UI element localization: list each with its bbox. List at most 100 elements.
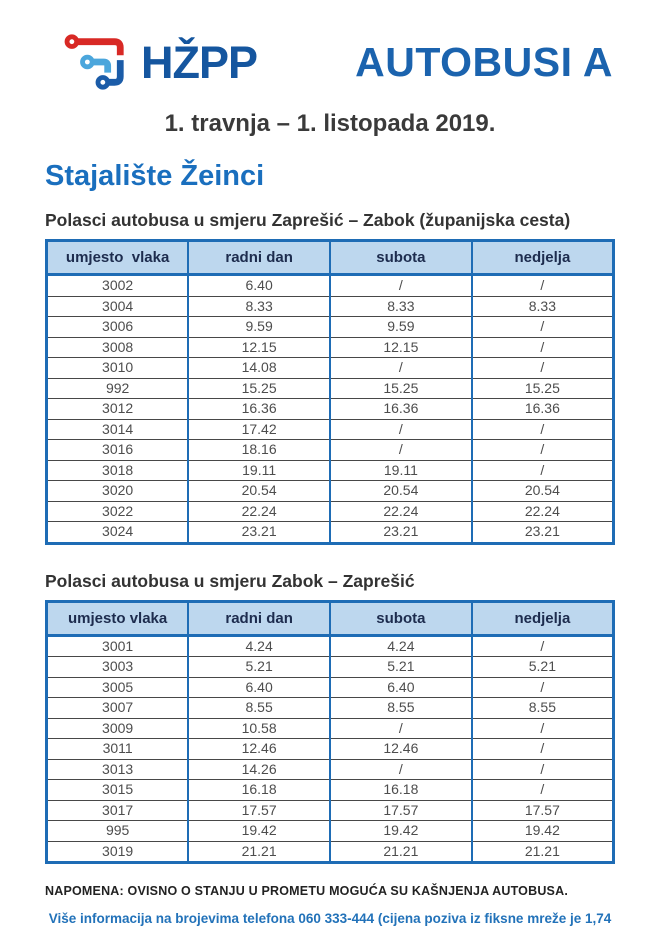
train-number-cell: 3016 — [46, 439, 189, 460]
column-header: subota — [329, 240, 472, 276]
hzpp-logo-icon — [64, 34, 124, 90]
departure-time-cell: 9.59 — [187, 316, 330, 337]
departure-time-cell: 19.42 — [329, 820, 472, 841]
departure-time-cell: / — [470, 336, 614, 358]
table-row: 3003 5.21 5.21 5.21 — [46, 656, 614, 677]
departure-time-cell: 16.18 — [329, 779, 472, 800]
departure-time-cell: / — [470, 459, 614, 481]
table-row: 3018 19.11 19.11/ — [46, 459, 614, 481]
departure-time-cell: 17.57 — [187, 799, 330, 821]
table-row: 995 19.42 19.42 19.42 — [46, 820, 614, 841]
column-header: umjesto vlaka — [46, 601, 189, 637]
table-row: 3008 12.15 12.15/ — [46, 336, 614, 358]
departure-time-cell: / — [470, 635, 614, 657]
hzpp-logo: HŽPP — [61, 32, 258, 92]
departure-time-cell: / — [470, 439, 614, 460]
table-title-direction-2: Polasci autobusa u smjeru Zabok – Zapreš… — [45, 570, 415, 591]
column-header: subota — [329, 601, 472, 637]
train-number-cell: 3012 — [46, 398, 189, 419]
departure-time-cell: 15.25 — [470, 377, 614, 399]
train-number-cell: 3004 — [46, 295, 189, 317]
table-row: 3011 12.46 12.46/ — [46, 738, 614, 759]
departure-time-cell: 8.55 — [470, 697, 614, 718]
table-row: 3005 6.40 6.40/ — [46, 676, 614, 698]
train-number-cell: 995 — [46, 820, 189, 841]
departure-time-cell: 22.24 — [187, 500, 330, 522]
train-number-cell: 3009 — [46, 717, 189, 739]
departure-time-cell: 4.24 — [329, 635, 472, 657]
table-row: 3002 6.40// — [47, 274, 614, 296]
departure-time-cell: / — [470, 676, 614, 698]
header-row: umjesto vlaka radni dan subota nedjelja — [46, 601, 614, 637]
departure-time-cell: 20.54 — [470, 480, 614, 501]
station-title: Stajalište Žeinci — [45, 160, 265, 192]
table-row: 3010 14.08// — [46, 357, 614, 378]
table-row: 3013 14.26// — [46, 758, 614, 780]
departure-time-cell: 15.25 — [329, 377, 472, 399]
table-row: 3012 16.36 16.36 16.36 — [46, 398, 614, 419]
train-number-cell: 3013 — [46, 758, 189, 780]
departure-time-cell: 16.36 — [187, 398, 330, 419]
column-header: radni dan — [187, 601, 330, 637]
departure-time-cell: / — [329, 357, 472, 378]
departure-time-cell: 10.58 — [187, 717, 330, 739]
departure-time-cell: 5.21 — [329, 656, 472, 677]
table-row: 3016 18.16// — [46, 439, 614, 460]
table-row: 3019 21.21 21.21 21.21 — [46, 840, 614, 863]
departure-time-cell: 6.40 — [329, 676, 472, 698]
train-number-cell: 3015 — [46, 779, 189, 800]
departure-time-cell: 14.08 — [187, 357, 330, 378]
departure-time-cell: / — [470, 779, 614, 800]
departure-time-cell: / — [329, 717, 472, 739]
departure-time-cell: 15.25 — [187, 377, 330, 399]
table-row: 3014 17.42// — [46, 418, 614, 440]
departure-time-cell: 17.57 — [329, 799, 472, 821]
train-number-cell: 3003 — [46, 656, 189, 677]
departure-time-cell: 16.36 — [329, 398, 472, 419]
train-number-cell: 3007 — [46, 697, 189, 718]
train-number-cell: 3014 — [46, 418, 189, 440]
departure-time-cell: 9.59 — [329, 316, 472, 337]
departure-time-cell: / — [470, 738, 614, 759]
departure-time-cell: 19.11 — [187, 459, 330, 481]
contact-info: Više informacija na brojevima telefona 0… — [45, 909, 615, 932]
departure-time-cell: 23.21 — [329, 521, 472, 543]
departure-time-cell: 20.54 — [187, 480, 330, 501]
table-row: 992 15.25 15.25 15.25 — [46, 377, 614, 399]
departure-time-cell: 8.33 — [329, 295, 472, 317]
table-row: 3009 10.58// — [46, 717, 614, 739]
logo-text: HŽPP — [141, 36, 258, 88]
departure-time-cell: 18.16 — [187, 439, 330, 460]
departure-time-cell: 21.21 — [187, 840, 330, 863]
departure-time-cell: 8.33 — [187, 295, 330, 317]
departure-time-cell: 5.21 — [470, 656, 614, 677]
train-number-cell: 992 — [46, 377, 189, 399]
departure-time-cell: 17.57 — [470, 799, 614, 821]
departure-time-cell: 23.21 — [470, 521, 614, 543]
timetable-zapresic-zabok: umjesto vlaka radni dan subota nedjelja 3002… — [45, 239, 615, 545]
train-number-cell: 3006 — [46, 316, 189, 337]
departure-time-cell: / — [329, 274, 472, 296]
train-number-cell: 3022 — [46, 500, 189, 522]
table-row: 3007 8.55 8.55 8.55 — [46, 697, 614, 718]
departure-time-cell: 8.55 — [187, 697, 330, 718]
departure-time-cell: / — [329, 439, 472, 460]
train-number-cell: 3024 — [46, 521, 189, 543]
table-row: 3001 4.24 4.24/ — [47, 635, 614, 657]
departure-time-cell: 12.15 — [187, 336, 330, 358]
departure-time-cell: 19.11 — [329, 459, 472, 481]
contact-info-line-1: Više informacija na brojevima telefona 0… — [48, 911, 612, 932]
header-row: umjesto vlaka radni dan subota nedjelja — [46, 240, 614, 276]
train-number-cell: 3008 — [46, 336, 189, 358]
table-row: 3015 16.18 16.18/ — [46, 779, 614, 800]
table-row: 3017 17.57 17.57 17.57 — [46, 799, 614, 821]
table-title-direction-1: Polasci autobusa u smjeru Zaprešić – Zab… — [45, 210, 571, 230]
departure-time-cell: / — [470, 274, 614, 296]
departure-time-cell: 12.46 — [187, 738, 330, 759]
column-header: umjesto vlaka — [46, 240, 189, 276]
train-number-cell: 3002 — [102, 277, 134, 293]
column-header: nedjelja — [470, 240, 614, 276]
departure-time-cell: 8.33 — [470, 295, 614, 317]
departure-time-cell: 12.46 — [329, 738, 472, 759]
